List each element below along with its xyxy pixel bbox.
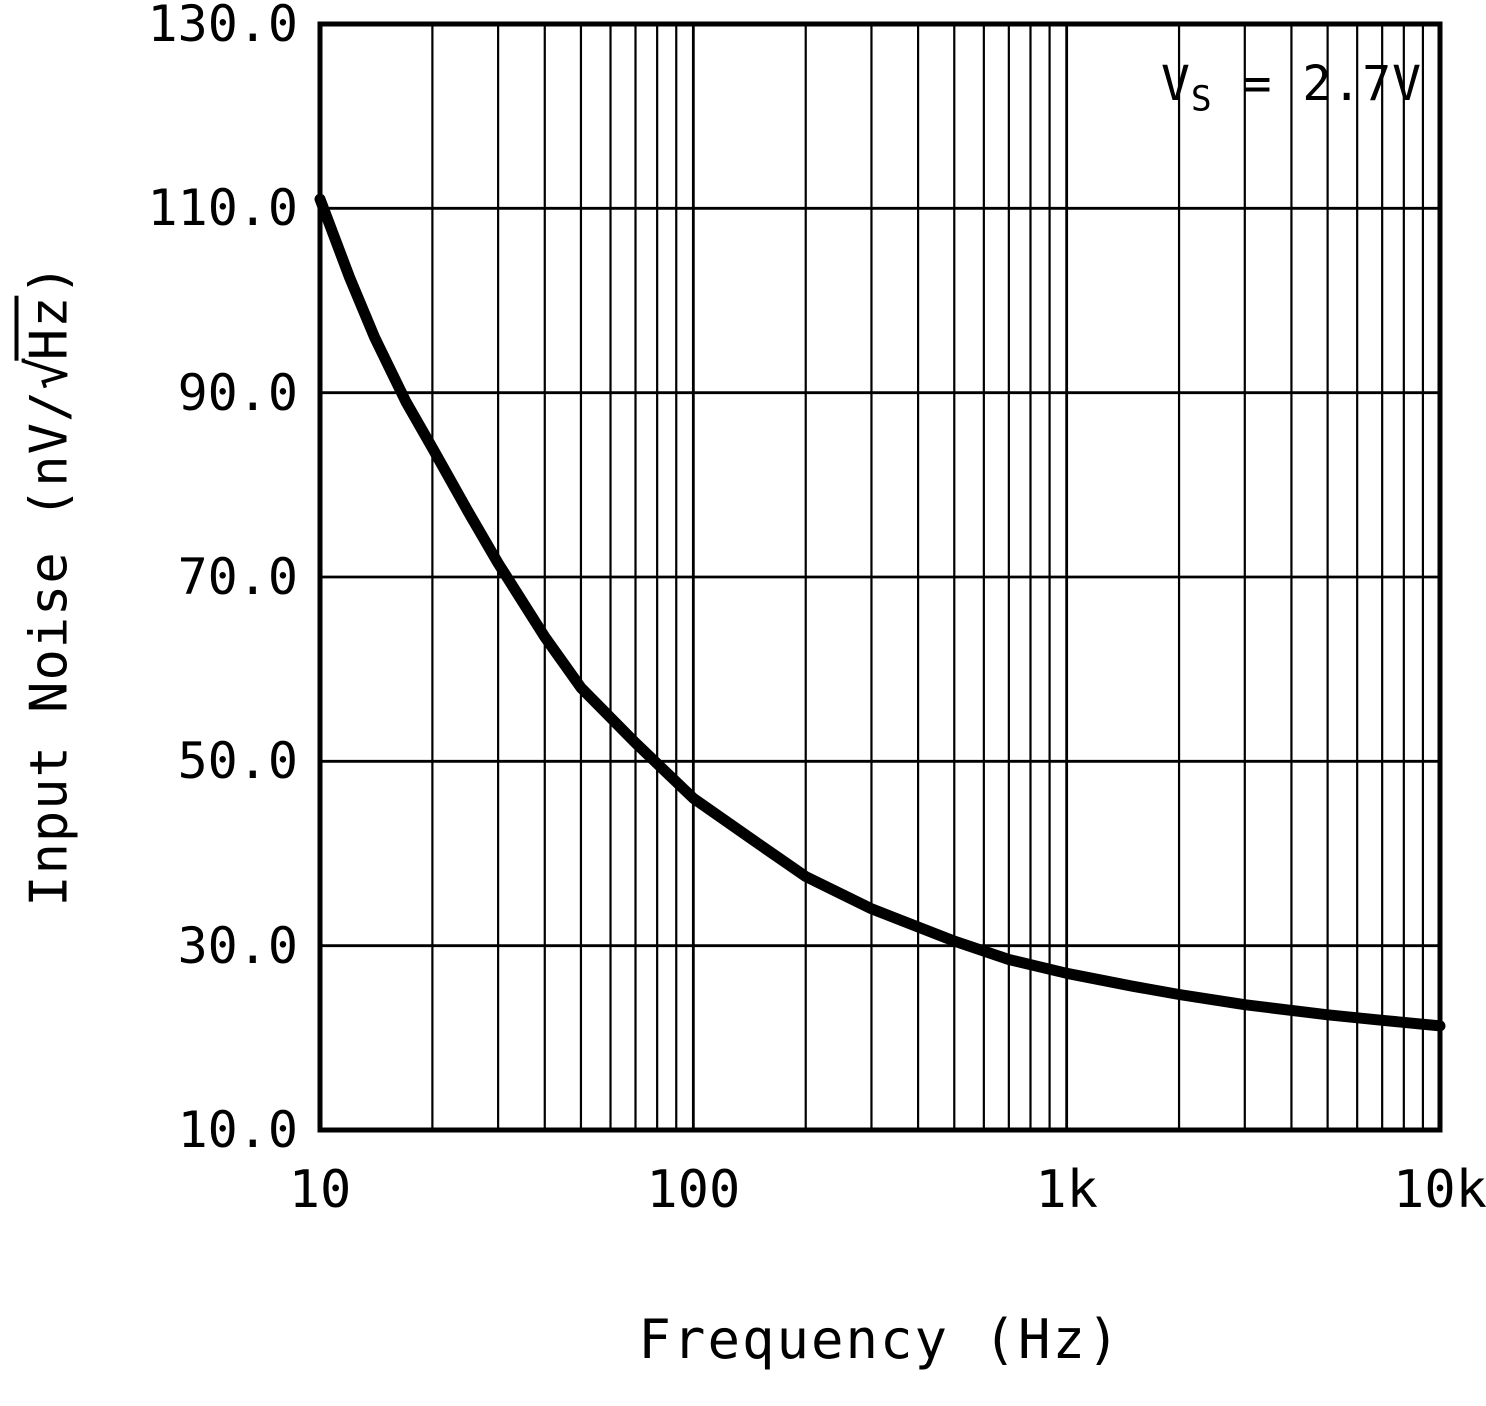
y-tick-label: 10.0	[177, 1101, 298, 1159]
annotation-subscript: S	[1190, 79, 1213, 120]
annotation-base: V	[1160, 56, 1191, 112]
radicand-text: Hz	[14, 295, 80, 361]
plot-border	[317, 21, 1443, 1133]
x-axis-tick-labels: 10 100 1k 10k	[0, 1160, 1486, 1230]
y-tick-label: 30.0	[177, 916, 298, 975]
radical-sign: √	[16, 356, 80, 390]
x-axis-title: Frequency (Hz)	[638, 1308, 1122, 1371]
x-tick-label: 10	[288, 1160, 352, 1220]
x-tick-label: 1k	[1035, 1160, 1098, 1220]
y-tick-label: 90.0	[177, 363, 298, 422]
y-tick-label: 50.0	[177, 732, 298, 791]
y-tick-label: 70.0	[177, 548, 298, 606]
x-tick-label: 100	[646, 1160, 741, 1220]
y-tick-label: 110.0	[147, 179, 298, 238]
y-tick-label: 130.0	[147, 0, 298, 53]
x-tick-label: 10k	[1393, 1160, 1486, 1220]
y-axis-title-suffix: )	[19, 263, 80, 296]
annotation-rest: = 2.7V	[1212, 56, 1422, 112]
supply-voltage-annotation: VS = 2.7V	[1161, 56, 1422, 120]
y-axis-title: Input Noise (nV/√Hz)	[14, 263, 80, 907]
y-axis-title-prefix: Input Noise (nV/	[19, 389, 80, 907]
noise-curve	[314, 193, 1446, 1032]
